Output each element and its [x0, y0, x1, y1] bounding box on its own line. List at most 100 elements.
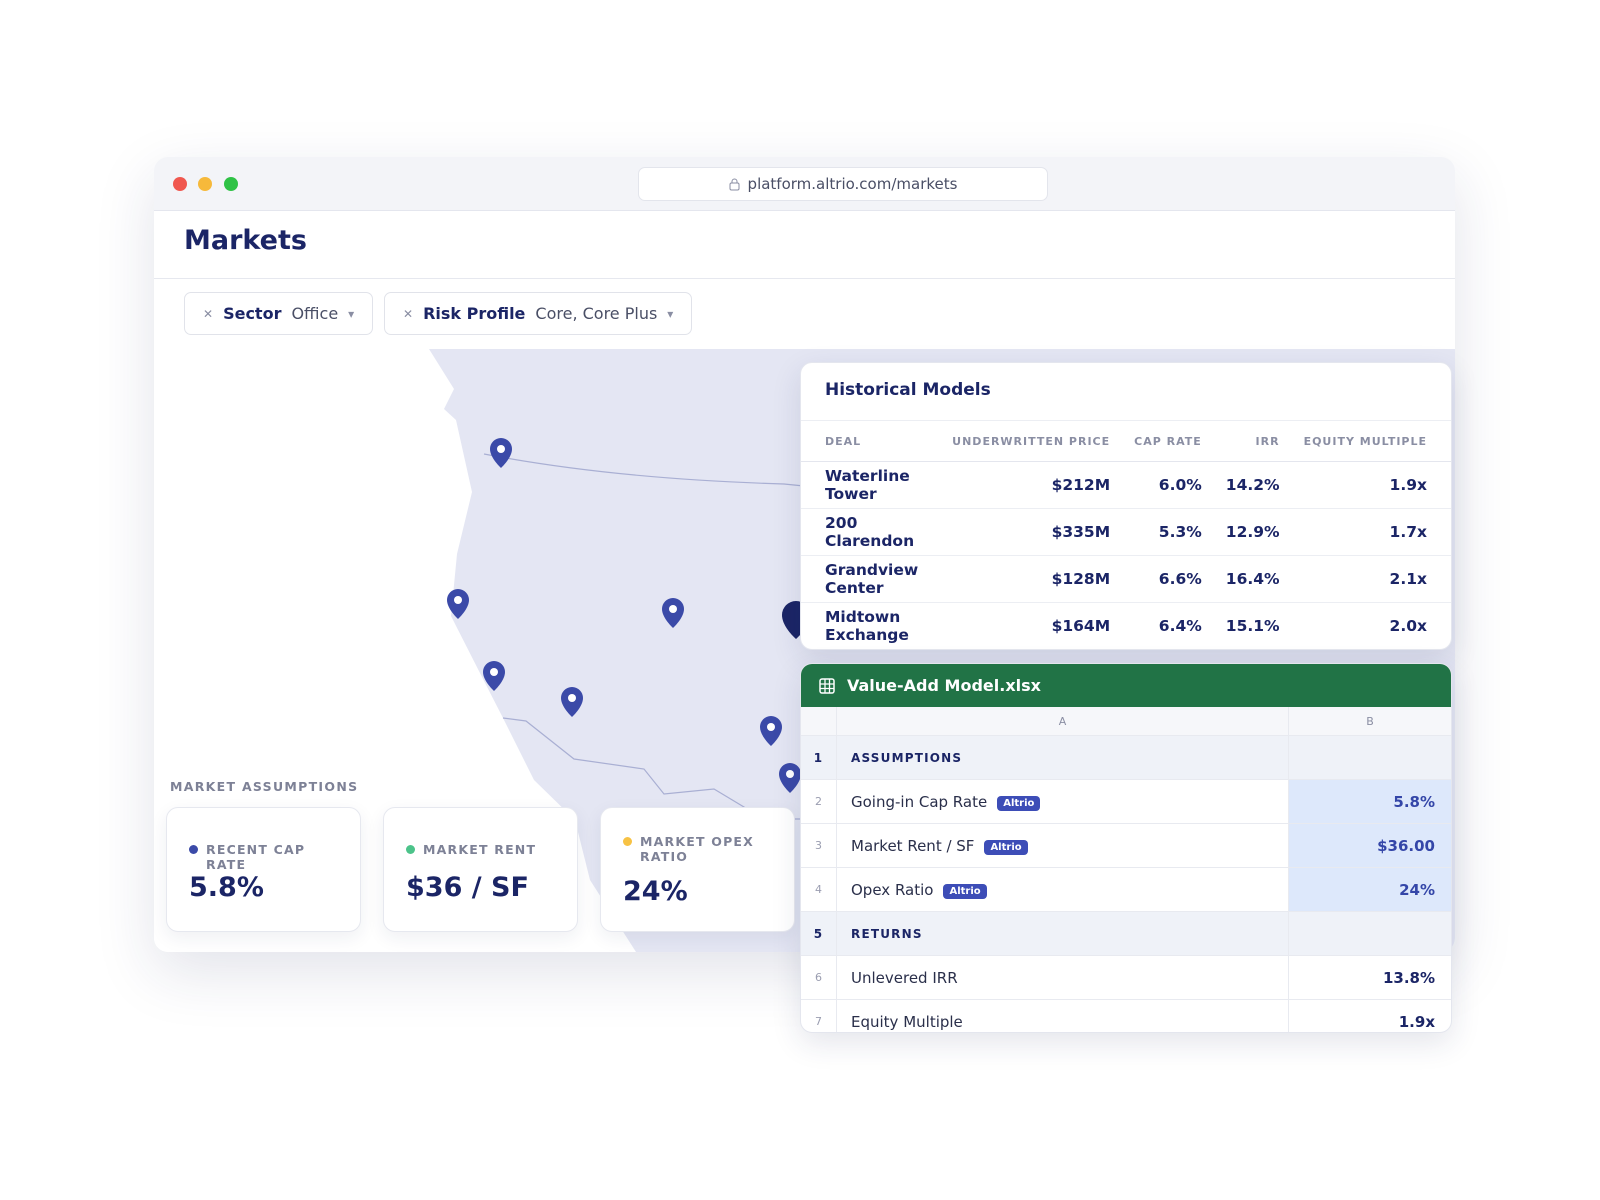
table-cell: $212M: [952, 461, 1135, 509]
panel-title: Historical Models: [825, 380, 991, 400]
row-number: 1: [801, 735, 837, 780]
column-header: DEAL: [801, 420, 953, 462]
column-header: UNDERWRITTEN PRICE: [952, 420, 1135, 462]
row-number: 3: [801, 823, 837, 868]
remove-icon[interactable]: ✕: [403, 306, 414, 321]
value-cell: [1288, 911, 1451, 956]
cell-value: 24%: [1399, 880, 1435, 899]
cell-label: Opex Ratio: [851, 880, 934, 899]
row-number: 6: [801, 955, 837, 1000]
value-cell: 24%: [1288, 867, 1451, 912]
pin[interactable]: [483, 661, 505, 691]
data-row: 6 Unlevered IRR 13.8%: [801, 955, 1451, 1000]
filter-chip[interactable]: ✕ Risk Profile Core, Core Plus ▾: [384, 292, 693, 335]
value-cell: $36.00: [1288, 823, 1451, 868]
section-label: MARKET ASSUMPTIONS: [170, 779, 359, 794]
pin[interactable]: [490, 438, 512, 468]
cell-label: ASSUMPTIONS: [851, 750, 963, 765]
models-table: DEAL UNDERWRITTEN PRICE CAP RATE IRR EQUITY …: [801, 420, 1451, 649]
table-row[interactable]: Waterline Tower $212M 6.0% 14.2% 1.9x: [801, 461, 1451, 509]
table-row[interactable]: Midtown Exchange $164M 6.4% 15.1% 2.0x: [801, 602, 1451, 649]
cell-value: 5.8%: [1393, 792, 1435, 811]
legend-dot: [189, 845, 198, 854]
spreadsheet-header: Value-Add Model.xlsx: [801, 664, 1451, 707]
metric-label-row: MARKET RENT: [406, 842, 566, 857]
cell-label: Going-in Cap Rate: [851, 792, 988, 811]
table-cell: 1.9x: [1303, 461, 1451, 509]
url: platform.altrio.com/markets: [747, 175, 958, 193]
metric-label-row: MARKET OPEX RATIO: [623, 834, 783, 864]
legend-dot: [406, 845, 415, 854]
close-button[interactable]: [173, 177, 187, 191]
row-number: 4: [801, 867, 837, 912]
row-number: 7: [801, 999, 837, 1032]
data-row: 7 Equity Multiple 1.9x: [801, 999, 1451, 1032]
column-header: CAP RATE: [1134, 420, 1226, 462]
metric-value: $36 / SF: [406, 872, 529, 903]
table-cell: Waterline Tower: [801, 461, 953, 509]
filter-chip[interactable]: ✕ Sector Office ▾: [184, 292, 374, 335]
cell-label: Unlevered IRR: [851, 968, 958, 987]
label-cell: Unlevered IRR: [836, 955, 1289, 1000]
pin[interactable]: [760, 716, 782, 746]
spreadsheet-grid: A B 1 ASSUMPTIONS 2 Going-in Cap Rate Altrio 5.…: [801, 707, 1451, 1032]
label-cell: Going-in Cap Rate Altrio: [836, 779, 1289, 824]
data-row: 2 Going-in Cap Rate Altrio 5.8%: [801, 779, 1451, 824]
filename: Value-Add Model.xlsx: [847, 676, 1041, 695]
column-letter: B: [1288, 707, 1451, 736]
value-cell: 5.8%: [1288, 779, 1451, 824]
pin[interactable]: [662, 598, 684, 628]
table-cell: $128M: [952, 555, 1135, 603]
grid-icon: [819, 677, 835, 694]
value-cell: [1288, 735, 1451, 780]
label-cell: Opex Ratio Altrio: [836, 867, 1289, 912]
cell-value: 13.8%: [1382, 968, 1435, 987]
label-cell: Market Rent / SF Altrio: [836, 823, 1289, 868]
caret: ▾: [348, 306, 355, 321]
metric-value: 5.8%: [189, 872, 264, 903]
metric-label: MARKET OPEX RATIO: [640, 834, 755, 864]
address-bar[interactable]: platform.altrio.com/markets: [638, 167, 1048, 201]
cell-label: RETURNS: [851, 926, 923, 941]
minimize-button[interactable]: [198, 177, 212, 191]
divider: [154, 278, 1455, 279]
filter-label: Sector: [223, 304, 282, 323]
pin[interactable]: [779, 763, 801, 793]
table-cell: 2.0x: [1303, 602, 1451, 649]
table-cell: 1.7x: [1303, 508, 1451, 556]
source-badge: Altrio: [997, 795, 1041, 811]
table-cell: $335M: [952, 508, 1135, 556]
pin[interactable]: [561, 687, 583, 717]
label-cell: ASSUMPTIONS: [836, 735, 1289, 780]
maximize-button[interactable]: [224, 177, 238, 191]
filter-label: Risk Profile: [423, 304, 526, 323]
table-cell: 6.0%: [1134, 461, 1226, 509]
table-cell: Grandview Center: [801, 555, 953, 603]
data-row: 3 Market Rent / SF Altrio $36.00: [801, 823, 1451, 868]
table-cell: $164M: [952, 602, 1135, 649]
pin[interactable]: [447, 589, 469, 619]
section-row: 5 RETURNS: [801, 911, 1451, 956]
cell-label: Market Rent / SF: [851, 836, 975, 855]
table-cell: 12.9%: [1225, 508, 1304, 556]
map-pins: [447, 438, 810, 793]
cell-label: Equity Multiple: [851, 1012, 963, 1031]
value-cell: 1.9x: [1288, 999, 1451, 1032]
spreadsheet-panel: Value-Add Model.xlsx A B 1 ASSUMPTIONS 2 Goin…: [800, 663, 1452, 1033]
table-row[interactable]: Grandview Center $128M 6.6% 16.4% 2.1x: [801, 555, 1451, 603]
legend-dot: [623, 837, 632, 846]
cell-value: $36.00: [1377, 836, 1435, 855]
cell-value: 1.9x: [1398, 1012, 1435, 1031]
table-cell: 6.6%: [1134, 555, 1226, 603]
table-cell: Midtown Exchange: [801, 602, 953, 649]
section-row: 1 ASSUMPTIONS: [801, 735, 1451, 780]
table-cell: 200 Clarendon: [801, 508, 953, 556]
remove-icon[interactable]: ✕: [203, 306, 214, 321]
table-row[interactable]: 200 Clarendon $335M 5.3% 12.9% 1.7x: [801, 508, 1451, 556]
row-number: 2: [801, 779, 837, 824]
page-title: Markets: [184, 225, 307, 256]
label-cell: RETURNS: [836, 911, 1289, 956]
row-number: 5: [801, 911, 837, 956]
